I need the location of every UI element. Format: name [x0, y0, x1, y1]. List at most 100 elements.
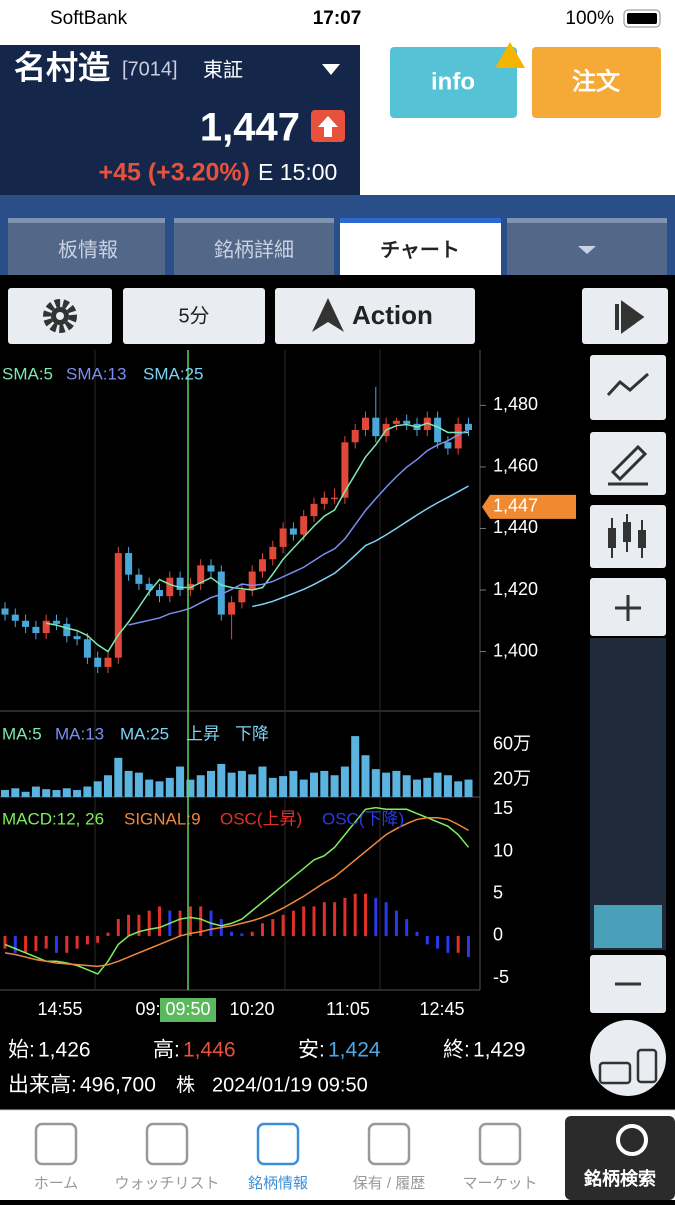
candle-body — [300, 516, 308, 535]
osc-bar — [106, 932, 110, 936]
scrollbar[interactable] — [590, 638, 666, 950]
nav-icon — [478, 1122, 522, 1166]
dropdown-arrow[interactable] — [322, 64, 340, 75]
tab-label: 板情報 — [58, 238, 118, 261]
osc-bar — [446, 935, 450, 953]
osc-bar — [178, 910, 182, 936]
candle-body — [11, 614, 19, 621]
warning — [495, 42, 525, 68]
volume-bar — [1, 790, 9, 797]
value: 1,424 — [328, 1039, 381, 1062]
volume-bar — [217, 763, 226, 797]
volume-bar — [382, 772, 391, 797]
candle-body — [94, 657, 102, 667]
candle-body — [114, 553, 122, 658]
rotate-button[interactable] — [590, 1020, 666, 1096]
volume-bar — [351, 736, 360, 797]
signal-line — [4, 816, 469, 968]
value: 1,429 — [473, 1039, 526, 1062]
action-icon — [312, 298, 344, 332]
legend: SIGNAL:9 — [124, 809, 201, 828]
candle-body — [228, 602, 236, 615]
candle-body — [42, 620, 50, 634]
osc-bar — [127, 914, 131, 936]
nav-label[interactable]: 保有 / 履歴 — [353, 1175, 426, 1192]
candle-body — [310, 503, 318, 517]
y-tick-label: 60万 — [493, 734, 531, 754]
candle-body — [32, 626, 40, 634]
volume-bar — [155, 781, 164, 797]
action-button[interactable] — [275, 288, 475, 344]
label: 始: — [8, 1039, 35, 1062]
tab-active[interactable] — [340, 218, 501, 275]
candle-body — [53, 620, 60, 624]
candle-body — [259, 559, 266, 572]
nav-label[interactable]: マーケット — [462, 1175, 537, 1192]
labels: 1,480 1,460 1,440 1,420 1,400 SMA:5 SMA:13 SMA:… — [2, 364, 576, 1022]
market: 東証 — [203, 58, 243, 81]
nav-icon — [34, 1122, 78, 1166]
osc-bar — [333, 902, 337, 936]
nav-label[interactable]: 銘柄情報 — [248, 1175, 308, 1192]
osc-bar — [353, 893, 357, 936]
volume-bar — [330, 775, 339, 797]
battery-icon — [623, 9, 661, 28]
legend: OSC(下降) — [322, 809, 404, 828]
legend: MA:13 — [55, 724, 104, 743]
change: +45 (+3.20%) — [99, 159, 251, 187]
tab-top — [174, 218, 334, 223]
order-button[interactable] — [532, 47, 661, 118]
nav-icon — [616, 1124, 648, 1156]
volume-bar — [248, 774, 257, 797]
candle-body — [73, 636, 81, 640]
datetime: 2024/01/19 09:50 — [212, 1074, 368, 1096]
candle-body — [392, 420, 400, 424]
x-tick-label: 09:50 — [165, 999, 210, 1019]
interval: 5分 — [178, 304, 209, 327]
carrier: SoftBank — [50, 8, 128, 29]
volume-bar — [454, 781, 463, 797]
info-label: info — [431, 68, 475, 95]
osc-bar — [13, 935, 17, 953]
osc-bar — [147, 910, 151, 936]
nav-label[interactable]: 銘柄検索 — [584, 1168, 656, 1189]
volume-bar — [443, 775, 452, 797]
info-button[interactable] — [390, 47, 517, 118]
candle-body — [331, 497, 339, 500]
osc-bar — [240, 933, 244, 936]
osc-bar — [158, 906, 161, 936]
sma-line — [46, 422, 469, 653]
draw-button[interactable] — [590, 432, 666, 495]
volume-bar — [134, 772, 143, 797]
tab[interactable] — [8, 218, 165, 275]
osc-bar — [3, 935, 7, 949]
osc-bar — [374, 897, 378, 936]
volume-bar — [165, 777, 174, 797]
volume-bar — [402, 775, 411, 797]
osc-bar — [24, 935, 28, 953]
volume-bar — [361, 755, 370, 797]
candle-body — [238, 590, 246, 603]
interval-button[interactable] — [123, 288, 265, 344]
candle-body — [176, 577, 184, 590]
candle-body — [104, 657, 112, 667]
scroll-thumb[interactable] — [594, 905, 662, 948]
tab[interactable] — [174, 218, 334, 275]
osc-bar — [425, 935, 429, 945]
stock-panel[interactable] — [0, 45, 360, 195]
x-tick-label: 10:20 — [229, 999, 274, 1019]
nav-label[interactable]: ウォッチリスト — [114, 1175, 219, 1192]
volume-bar — [423, 777, 432, 797]
volume-bar — [196, 775, 205, 797]
price-tag — [482, 494, 576, 519]
osc-bar — [364, 893, 367, 936]
value: 496,700 — [80, 1074, 156, 1097]
osc-bar — [34, 935, 38, 952]
price-tag-label: 1,447 — [493, 496, 538, 516]
osc-bar — [467, 935, 470, 958]
tab-label: チャート — [380, 239, 460, 261]
osc-bar — [312, 906, 316, 936]
y-tick-label: 1,440 — [493, 517, 538, 537]
candle-body — [63, 623, 71, 637]
nav-label[interactable]: ホーム — [34, 1175, 79, 1192]
